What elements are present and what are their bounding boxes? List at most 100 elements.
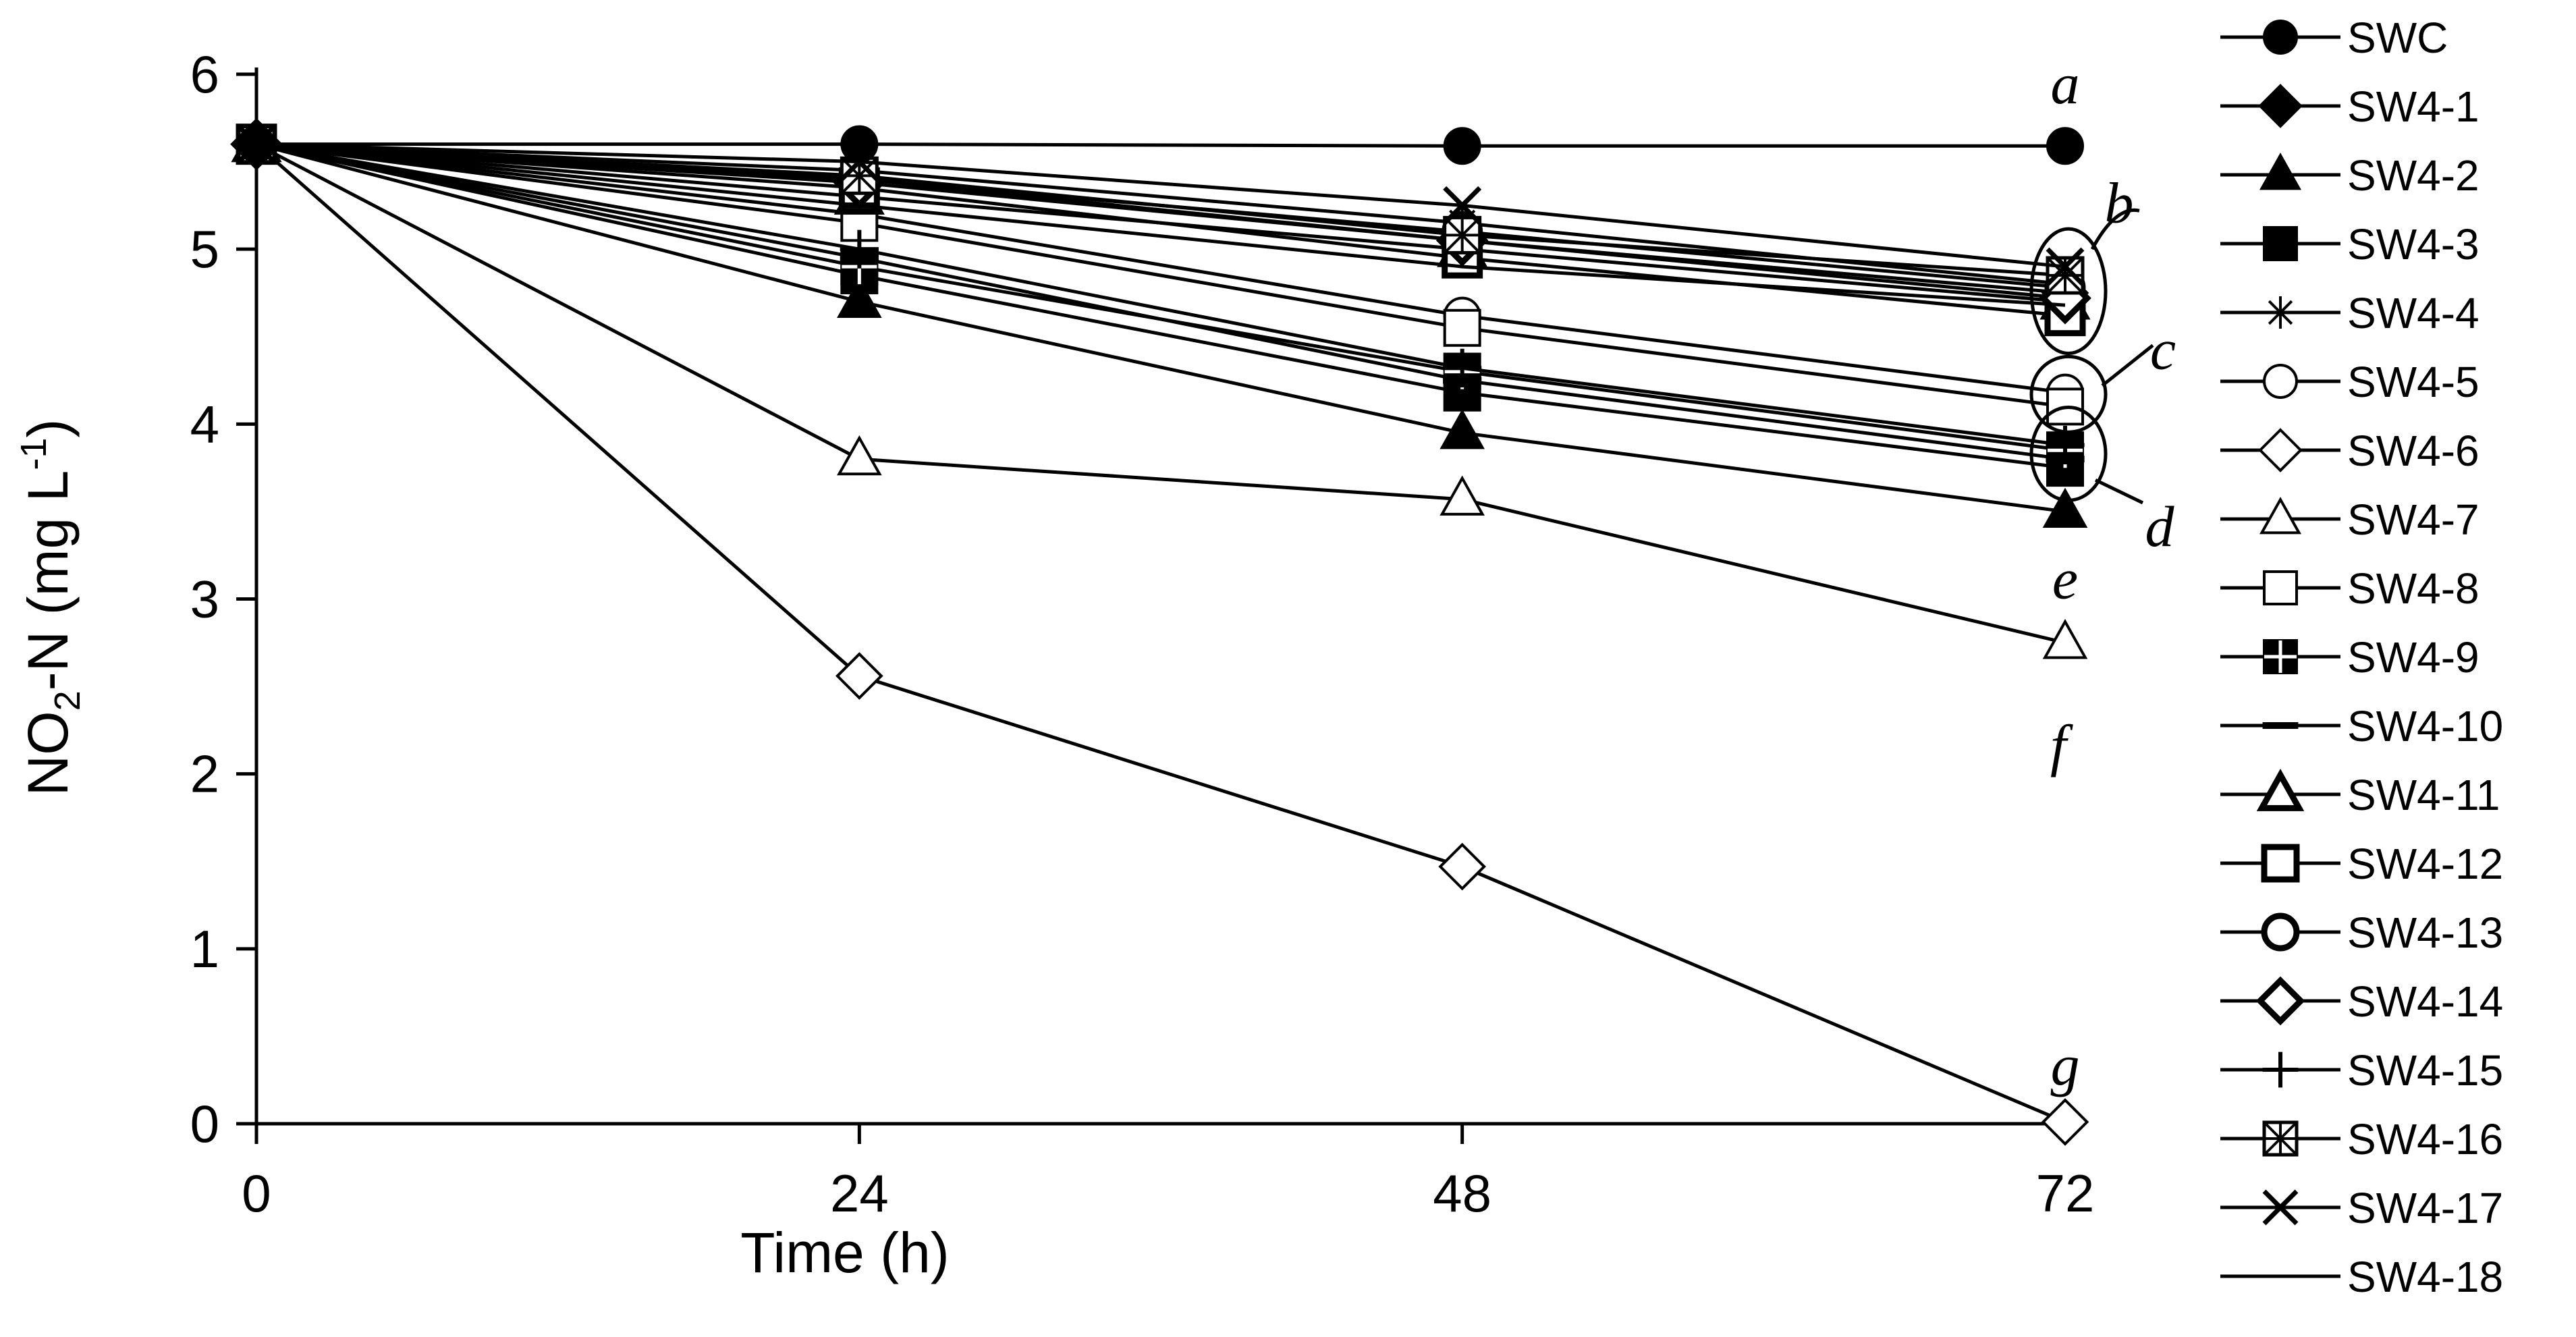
leader-line-c [2101, 344, 2154, 387]
legend-label: SW4-4 [2347, 289, 2479, 337]
data-point [837, 435, 882, 476]
y-axis-title-end: ) [16, 419, 80, 438]
legend-label: SW4-11 [2347, 771, 2500, 819]
legend-label: SW4-7 [2347, 495, 2479, 544]
series-sw4-3 [238, 125, 2084, 487]
legend-label: SW4-15 [2347, 1046, 2503, 1095]
series-sw4-6 [232, 120, 2089, 1146]
series-line [256, 142, 2066, 447]
data-point [2046, 256, 2085, 295]
series-line [256, 142, 2066, 277]
legend-marker [2262, 1189, 2299, 1226]
leader-line-b [2090, 208, 2140, 250]
data-point [1438, 842, 1486, 891]
leader-line-d [2094, 479, 2144, 505]
y-tick-label: 2 [190, 744, 219, 804]
chart-axes: 0 1 2 3 4 5 6 0 24 48 72 [190, 45, 2095, 1223]
data-point [1443, 215, 1482, 254]
legend-label: SW4-14 [2347, 977, 2503, 1026]
series-layer [230, 117, 2091, 1146]
legend-marker [2261, 912, 2300, 952]
legend-item-sw4-18: SW4-18 [2220, 1253, 2503, 1301]
legend-label: SW4-13 [2347, 908, 2503, 957]
y-axis-title-superscript: -1 [13, 438, 54, 470]
legend-item-sw4-3: SW4-3 [2220, 220, 2479, 269]
legend: SWC SW4-1 SW4-2 SW4-3 SW4-4 SW4-5 SW4-6 SW4-7 SW… [2220, 13, 2503, 1301]
significance-letter-f: f [2050, 713, 2073, 777]
legend-item-sw4-13: SW4-13 [2220, 908, 2503, 957]
x-axis-title: Time (h) [740, 1221, 950, 1284]
series-line [256, 142, 2066, 470]
data-point [2046, 127, 2084, 165]
grouping-ellipse-d [2029, 406, 2108, 502]
legend-label: SW4-10 [2347, 702, 2503, 751]
series-swc [238, 125, 2084, 165]
data-point [2046, 387, 2084, 426]
legend-marker [2263, 639, 2298, 674]
series-line [255, 142, 2066, 1124]
legend-item-sw4-10: SW4-10 [2220, 702, 2503, 751]
legend-marker [2262, 722, 2299, 729]
data-point [1443, 348, 1482, 387]
legend-marker [2263, 570, 2298, 605]
legend-marker [2255, 976, 2305, 1026]
y-tick-label: 0 [190, 1094, 219, 1153]
legend-marker [2264, 296, 2297, 329]
legend-label: SW4-9 [2347, 633, 2479, 682]
series-line [256, 142, 2066, 300]
x-tick-label: 48 [1433, 1164, 1491, 1223]
series-line [256, 142, 2066, 307]
legend-item-sw4-2: SW4-2 [2220, 151, 2479, 200]
legend-marker [2261, 844, 2300, 883]
data-point [837, 277, 882, 319]
y-tick-label: 4 [190, 394, 219, 454]
legend-item-sw4-4: SW4-4 [2220, 289, 2479, 337]
legend-item-sw4-8: SW4-8 [2220, 564, 2479, 613]
significance-letter-g: g [2051, 1033, 2080, 1097]
y-axis-title-mid: -N (mg L [16, 470, 80, 691]
data-point [840, 229, 879, 269]
significance-letter-b: b [2105, 170, 2134, 235]
y-tick-label: 1 [190, 919, 219, 979]
legend-label: SW4-2 [2347, 151, 2479, 200]
y-tick-label: 6 [190, 45, 219, 104]
data-point [1443, 186, 1482, 225]
legend-item-sw4-14: SW4-14 [2220, 976, 2503, 1026]
legend-item-sw4-12: SW4-12 [2220, 840, 2503, 888]
legend-item-sw4-16: SW4-16 [2220, 1115, 2503, 1164]
grouping-ellipse-c [2029, 354, 2108, 434]
series-line [256, 142, 2066, 395]
legend-marker [2263, 226, 2298, 261]
x-tick-label: 72 [2036, 1164, 2095, 1223]
legend-label: SW4-8 [2347, 564, 2479, 613]
grouping-ellipse-b [2029, 227, 2108, 356]
legend-item-sw4-7: SW4-7 [2220, 495, 2479, 544]
legend-item-sw4-5: SW4-5 [2220, 358, 2479, 406]
annotation-layer: ab c d e f g [2029, 51, 2176, 1097]
legend-label: SW4-16 [2347, 1115, 2503, 1164]
legend-label: SW4-1 [2347, 82, 2479, 131]
legend-item-sw4-11: SW4-11 [2220, 769, 2500, 819]
series-line [256, 142, 2065, 148]
data-point [2046, 247, 2085, 286]
series-line [256, 142, 2066, 461]
y-axis-title-main: NO [16, 711, 80, 796]
y-tick-label: 3 [190, 570, 219, 629]
legend-marker [2263, 364, 2298, 399]
legend-label: SW4-3 [2347, 220, 2479, 269]
series-line [256, 142, 2066, 514]
series-line [256, 142, 2066, 408]
data-point [1440, 409, 1485, 449]
legend-marker [2259, 153, 2302, 190]
series-sw4-7 [234, 120, 2088, 659]
legend-item-sw4-1: SW4-1 [2220, 82, 2479, 131]
legend-item-swc: SWC [2220, 13, 2448, 62]
significance-letter-c: c [2150, 317, 2176, 382]
data-point [835, 652, 883, 700]
series-sw4-15 [237, 125, 2085, 465]
legend-label: SW4-12 [2347, 840, 2503, 888]
legend-label: SW4-17 [2347, 1184, 2503, 1232]
data-point [2042, 487, 2088, 528]
x-tick-label: 24 [830, 1164, 889, 1223]
